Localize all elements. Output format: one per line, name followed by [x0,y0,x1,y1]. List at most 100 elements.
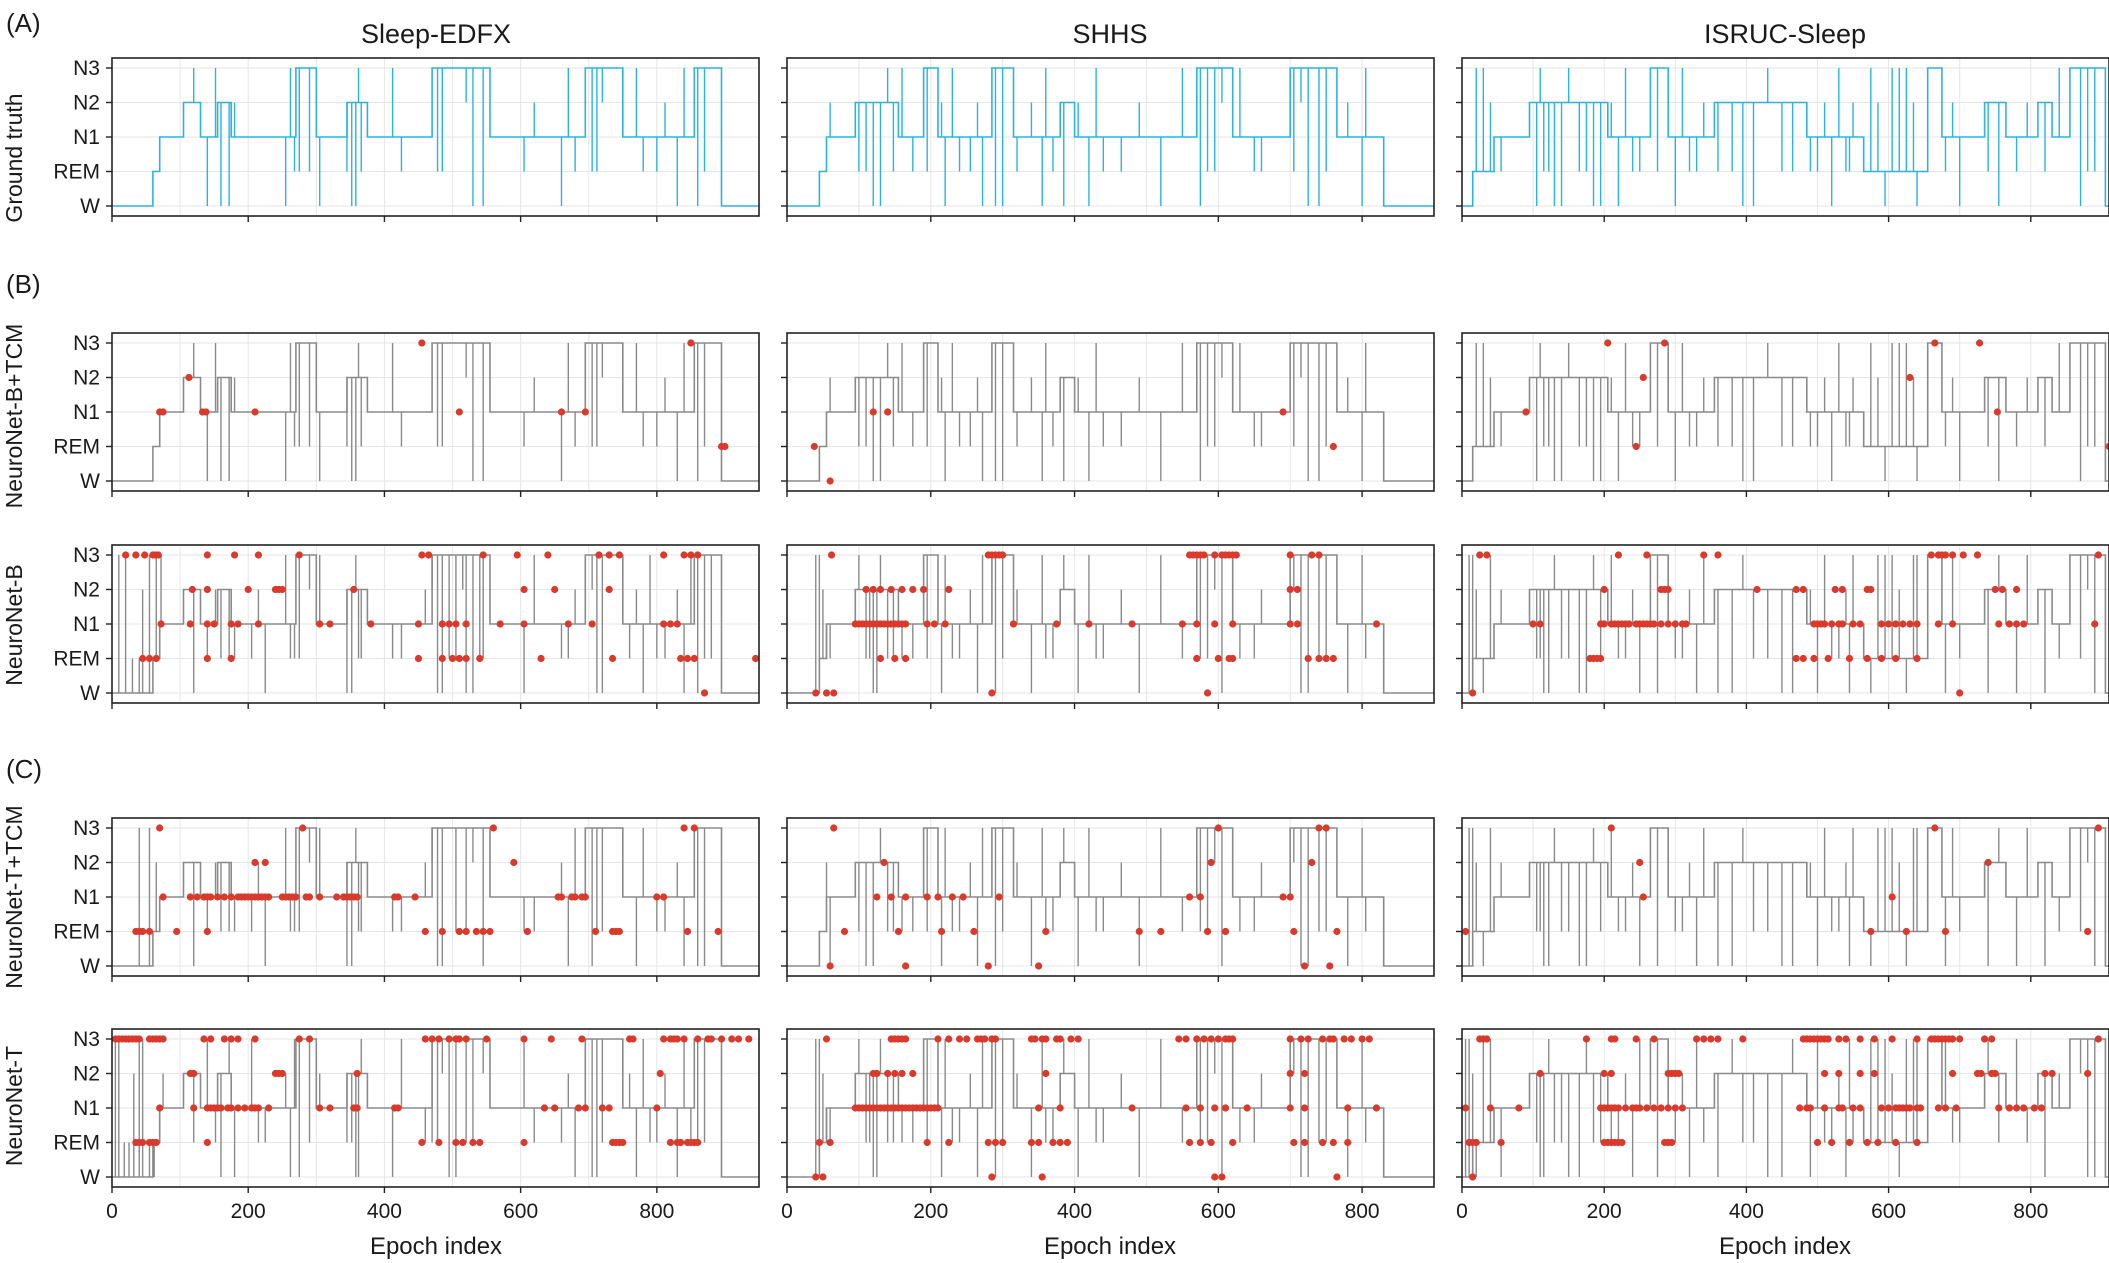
misclassified-point [557,893,566,901]
misclassified-point [244,585,252,594]
misclassified-point [1838,585,1846,594]
misclassified-point [934,1035,942,1043]
misclassified-point [1196,893,1204,901]
misclassified-point [200,1035,208,1043]
misclassified-point [462,654,470,663]
misclassified-point [1472,1138,1480,1147]
misclassified-point [680,1035,688,1043]
misclassified-point [902,962,910,970]
hypnogram-line [787,1038,1434,1178]
panel-label-b: (B) [6,269,41,299]
panel-neuronet-t-tcm-shhs [781,817,1435,982]
misclassified-point [316,893,324,901]
plot-grid: W REM N1 N2 N3 W REM N1 N2 N3 W REM N1 N2 N3 W REM N1 N2 N3… [53,57,2109,1223]
misclassified-point [537,654,545,663]
misclassified-point [1038,1173,1046,1181]
misclassified-point [1856,1035,1864,1043]
misclassified-point [234,1035,242,1043]
misclassified-point [884,1069,892,1078]
misclassified-point [1243,1104,1251,1112]
x-tick-label: 400 [1057,1200,1092,1223]
misclassified-point [305,893,314,901]
x-axis-ticks: 0 200 400 600 800 [106,1187,674,1223]
y-tick-label: REM [53,921,100,944]
x-tick-label: 0 [1456,1200,1468,1223]
y-axis-ticks [1456,67,1462,207]
misclassified-point [880,858,888,867]
misclassified-point [1469,689,1477,697]
misclassified-point [1884,620,1893,628]
misclassified-point [1229,1138,1237,1147]
misclassified-point [1185,893,1194,901]
misclassified-point [869,585,877,594]
misclassified-point [1650,1104,1658,1112]
misclassified-point [2091,620,2099,628]
misclassified-point [241,1104,249,1112]
misclassified-point [1835,1069,1843,1078]
misclassified-point [1614,1104,1623,1112]
y-tick-label: W [80,470,100,493]
misclassified-point [2012,585,2021,594]
misclassified-point [1315,824,1323,832]
misclassified-point [295,1035,303,1043]
misclassified-point [418,339,426,347]
misclassified-markers [122,551,760,697]
misclassified-point [353,893,361,901]
misclassified-point [680,824,688,832]
misclassified-point [999,1138,1007,1147]
misclassified-markers [1461,824,2102,936]
y-tick-label: N2 [73,92,100,115]
misclassified-point [677,1138,685,1147]
y-tick-label: N2 [73,852,100,875]
misclassified-point [909,585,917,594]
misclassified-markers [1469,551,2102,697]
misclassified-point [1221,1104,1230,1112]
misclassified-point [1128,1104,1136,1112]
misclassified-point [615,551,623,559]
misclassified-point [1600,620,1608,628]
panel-ground-truth-shhs [781,57,1435,222]
misclassified-point [435,1035,443,1043]
misclassified-point [1329,1138,1337,1147]
misclassified-point [687,339,695,347]
misclassified-point [1707,1035,1715,1043]
misclassified-point [1913,654,1921,663]
misclassified-point [1497,1138,1505,1147]
misclassified-point [1902,927,1910,936]
misclassified-point [734,1035,743,1043]
misclassified-point [937,927,946,936]
misclassified-point [1232,551,1240,559]
misclassified-point [909,1069,917,1078]
misclassified-point [1308,858,1316,867]
panel-label-a: (A) [6,8,41,38]
misclassified-point [1318,1138,1327,1147]
misclassified-point [963,1035,971,1043]
misclassified-point [1297,1035,1305,1043]
misclassified-point [694,1035,702,1043]
misclassified-point [159,893,167,901]
misclassified-point [414,620,423,628]
misclassified-point [934,893,942,901]
misclassified-point [810,442,818,451]
misclassified-point [721,442,729,451]
misclassified-point [295,551,303,559]
misclassified-point [193,893,201,901]
misclassified-point [660,620,668,628]
misclassified-point [1799,585,1807,594]
row-label-neuronet-b-tcm: NeuroNet-B+TCM [1,324,27,509]
misclassified-point [884,408,892,416]
x-axis-ticks [111,976,658,982]
misclassified-point [1991,1069,1999,1078]
misclassified-point [995,893,1003,901]
misclassified-point [2020,1104,2028,1112]
misclassified-point [812,1173,820,1181]
misclassified-point [1849,620,1857,628]
x-axis-ticks: 0 200 400 600 800 [781,1187,1380,1223]
misclassified-point [615,927,623,936]
misclassified-point [1009,620,1018,628]
misclassified-point [1998,585,2006,594]
y-axis-ticks [781,342,787,482]
misclassified-point [1290,927,1298,936]
y-tick-label: N1 [73,126,100,149]
misclassified-point [1322,824,1330,832]
